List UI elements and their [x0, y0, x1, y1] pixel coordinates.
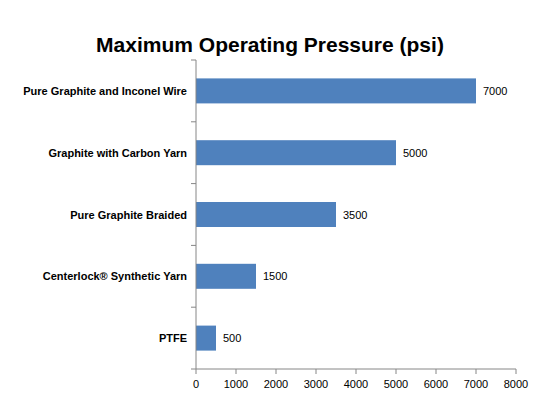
- x-tick-label: 5000: [384, 378, 408, 390]
- bar: [196, 140, 396, 165]
- x-tick-mark: [436, 369, 437, 374]
- x-tick-mark: [276, 369, 277, 374]
- x-tick-label: 7000: [464, 378, 488, 390]
- y-tick-mark: [191, 307, 196, 308]
- chart-svg: Maximum Operating Pressure (psi) 0 1000 200…: [0, 0, 540, 415]
- bars: [196, 78, 476, 350]
- title: Maximum Operating Pressure (psi): [96, 33, 444, 56]
- x-tick-mark: [356, 369, 357, 374]
- y-axis-line: [196, 60, 197, 369]
- category-label: PTFE: [159, 332, 187, 344]
- bar: [196, 264, 256, 289]
- x-tick-label: 3000: [304, 378, 328, 390]
- x-tick-label: 1000: [224, 378, 248, 390]
- category-label: Centerlock® Synthetic Yarn: [43, 270, 188, 282]
- x-tick-label: 2000: [264, 378, 288, 390]
- y-tick-mark: [191, 183, 196, 184]
- y-tick-mark: [191, 60, 196, 61]
- x-tick-label: 4000: [344, 378, 368, 390]
- data-label: 500: [223, 332, 241, 344]
- category-label: Graphite with Carbon Yarn: [48, 147, 187, 159]
- data-label: 7000: [483, 85, 507, 97]
- x-tick-mark: [316, 369, 317, 374]
- chart-container: Maximum Operating Pressure (psi) 0 1000 200…: [0, 0, 540, 415]
- x-tick-mark: [236, 369, 237, 374]
- data-label: 3500: [343, 209, 367, 221]
- x-tick-label: 0: [193, 378, 199, 390]
- x-tick-mark: [196, 369, 197, 374]
- y-tick-mark: [191, 245, 196, 246]
- y-tick-mark: [191, 369, 196, 370]
- category-label: Pure Graphite Braided: [70, 209, 187, 221]
- x-tick-mark: [476, 369, 477, 374]
- data-label: 5000: [403, 147, 427, 159]
- background: [0, 0, 540, 415]
- x-tick-mark: [396, 369, 397, 374]
- y-tick-mark: [191, 121, 196, 122]
- category-label: Pure Graphite and Inconel Wire: [23, 85, 187, 97]
- x-tick-label: 6000: [424, 378, 448, 390]
- bar: [196, 202, 336, 227]
- x-tick-mark: [516, 369, 517, 374]
- bar: [196, 326, 216, 351]
- x-tick-label: 8000: [504, 378, 528, 390]
- data-label: 1500: [263, 270, 287, 282]
- bar: [196, 78, 476, 103]
